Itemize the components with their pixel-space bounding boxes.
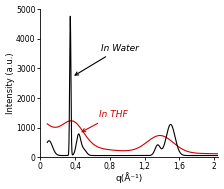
Text: In Water: In Water (75, 44, 139, 75)
X-axis label: q(Å⁻¹): q(Å⁻¹) (116, 173, 143, 184)
Text: In THF: In THF (82, 110, 128, 132)
Y-axis label: Intensity (a.u.): Intensity (a.u.) (6, 52, 15, 114)
